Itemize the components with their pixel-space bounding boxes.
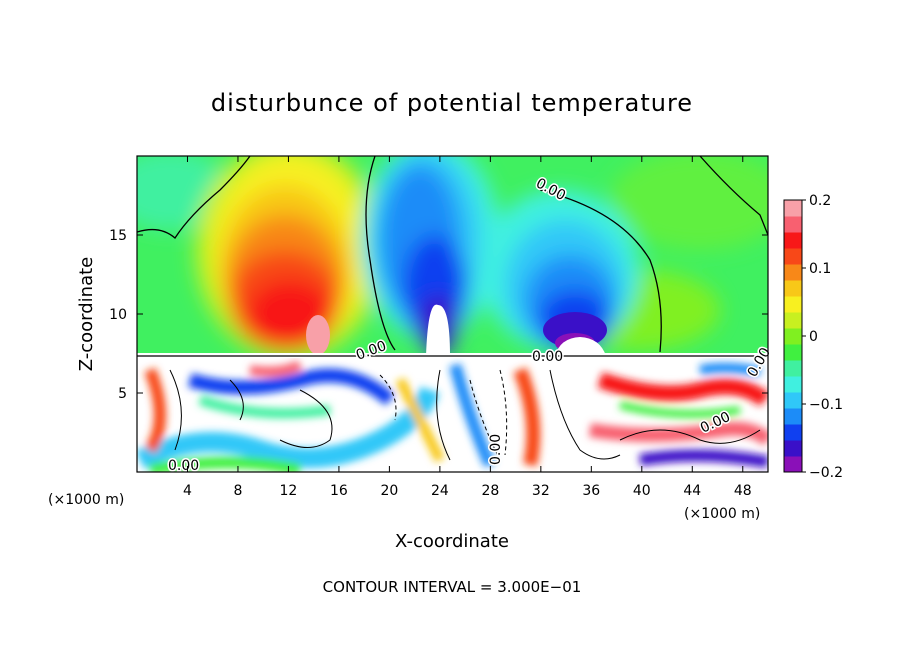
colorbar-swatch [784, 280, 802, 297]
colorbar-swatch [784, 360, 802, 377]
y-tick-label: 15 [109, 228, 127, 244]
colorbar-swatch [784, 296, 802, 313]
x-tick-label: 8 [233, 483, 242, 499]
colorbar-swatch [784, 408, 802, 425]
x-tick-label: 24 [431, 483, 449, 499]
colorbar-swatch [784, 440, 802, 457]
colorbar-swatch [784, 264, 802, 281]
x-tick-label: 40 [633, 483, 651, 499]
colorbar-swatch [784, 248, 802, 265]
colorbar-swatch [784, 392, 802, 409]
x-axis-label: X-coordinate [395, 531, 509, 552]
colorbar: 0.2 0.1 0 −0.1 −0.2 [783, 193, 843, 481]
colorbar-swatch [784, 376, 802, 393]
colorbar-swatch [784, 232, 802, 249]
colorbar-swatch [784, 200, 802, 217]
colorbar-swatch [784, 424, 802, 441]
x-tick-label: 48 [734, 483, 752, 499]
colorbar-swatch [784, 328, 802, 345]
x-tick-label: 16 [330, 483, 348, 499]
contour-lines-lower [169, 369, 761, 461]
x-unit-left: (×1000 m) [48, 492, 124, 508]
contour-lines [137, 156, 768, 353]
x-tick-label: 12 [280, 483, 298, 499]
x-unit-right: (×1000 m) [684, 506, 760, 522]
colorbar-swatch [784, 312, 802, 329]
heatmap-field [137, 156, 768, 472]
y-tick-label: 10 [109, 307, 127, 323]
colorbar-swatch [784, 456, 802, 473]
x-tick-label: 28 [481, 483, 499, 499]
colorbar-tick-label: −0.1 [809, 397, 843, 413]
colorbar-tick-label: 0.2 [809, 193, 831, 209]
colorbar-tick-label: 0.1 [809, 261, 831, 277]
x-tick-label: 4 [183, 483, 192, 499]
x-tick-label: 44 [683, 483, 701, 499]
warm-core [306, 315, 330, 355]
x-tick-label: 20 [380, 483, 398, 499]
colorbar-tick-label: −0.2 [809, 465, 843, 481]
colorbar-swatch [784, 344, 802, 361]
contour-interval-note: CONTOUR INTERVAL = 3.000E−01 [323, 578, 582, 596]
colorbar-swatch [784, 216, 802, 233]
x-tick-label: 32 [532, 483, 550, 499]
contour-label: 0.00 [488, 434, 504, 465]
chart-title: disturbunce of potential temperature [211, 89, 693, 117]
y-axis-label: Z-coordinate [76, 257, 97, 372]
colorbar-tick-label: 0 [809, 329, 818, 345]
contour-label: 0.00 [168, 458, 199, 474]
x-tick-label: 36 [582, 483, 600, 499]
y-tick-label: 5 [118, 386, 127, 402]
contour-label: 0.00 [532, 349, 563, 365]
